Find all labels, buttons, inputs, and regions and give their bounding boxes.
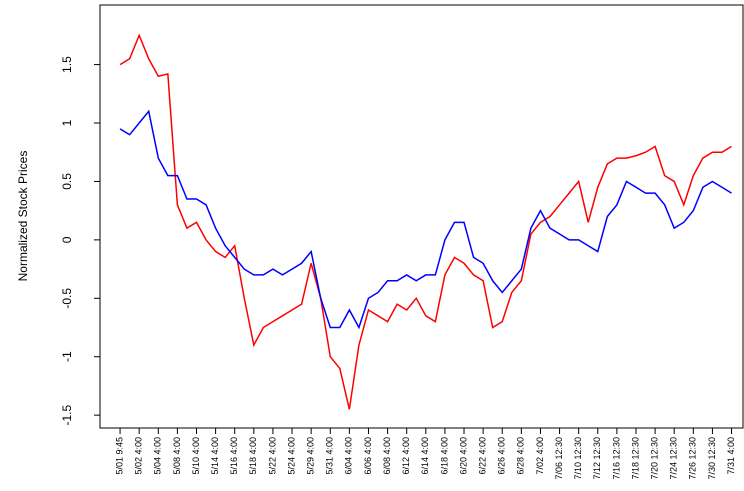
y-tick-label: -1.5: [60, 404, 74, 425]
x-tick-label: 7/18 12:30: [630, 437, 640, 480]
x-tick-label: 5/14 4:00: [210, 437, 220, 475]
x-tick-label: 7/31 4:00: [726, 437, 736, 475]
x-tick-label: 5/31 4:00: [325, 437, 335, 475]
x-tick-label: 7/16 12:30: [611, 437, 621, 480]
x-tick-label: 7/06 12:30: [554, 437, 564, 480]
x-tick-label: 7/02 4:00: [535, 437, 545, 475]
x-tick-label: 7/10 12:30: [573, 437, 583, 480]
x-tick-label: 6/26 4:00: [497, 437, 507, 475]
x-tick-label: 5/24 4:00: [286, 437, 296, 475]
x-tick-label: 5/01 9:45: [114, 437, 124, 475]
y-tick-label: 0.5: [60, 173, 74, 190]
y-tick-label: -1: [60, 351, 74, 362]
x-tick-label: 6/22 4:00: [477, 437, 487, 475]
y-axis-label: Normalized Stock Prices: [16, 151, 30, 282]
y-tick-label: 1.5: [60, 56, 74, 73]
series-line: [119, 33, 732, 410]
x-tick-label: 6/12 4:00: [401, 437, 411, 475]
x-tick-label: 5/16 4:00: [229, 437, 239, 475]
y-tick-label: -0.5: [60, 288, 74, 309]
x-tick-label: 5/02 4:00: [134, 437, 144, 475]
x-tick-label: 6/04 4:00: [344, 437, 354, 475]
series-line: [119, 109, 732, 330]
x-tick-label: 7/24 12:30: [669, 437, 679, 480]
x-tick-label: 7/12 12:30: [592, 437, 602, 480]
x-tick-label: 5/22 4:00: [267, 437, 277, 475]
x-tick-label: 5/08 4:00: [172, 437, 182, 475]
y-tick-label: 1: [60, 119, 74, 126]
x-tick-label: 5/18 4:00: [248, 437, 258, 475]
x-tick-label: 6/14 4:00: [420, 437, 430, 475]
x-tick-label: 6/28 4:00: [516, 437, 526, 475]
x-tick-label: 6/18 4:00: [439, 437, 449, 475]
x-tick-label: 7/20 12:30: [649, 437, 659, 480]
x-tick-label: 6/20 4:00: [458, 437, 468, 475]
x-tick-label: 5/10 4:00: [191, 437, 201, 475]
y-tick-label: 0: [60, 236, 74, 243]
x-tick-label: 6/06 4:00: [363, 437, 373, 475]
x-tick-label: 5/29 4:00: [306, 437, 316, 475]
x-tick-label: 7/26 12:30: [688, 437, 698, 480]
x-tick-label: 5/04 4:00: [153, 437, 163, 475]
plot-frame: [99, 4, 744, 429]
x-tick-label: 6/08 4:00: [382, 437, 392, 475]
x-tick-label: 7/30 12:30: [707, 437, 717, 480]
